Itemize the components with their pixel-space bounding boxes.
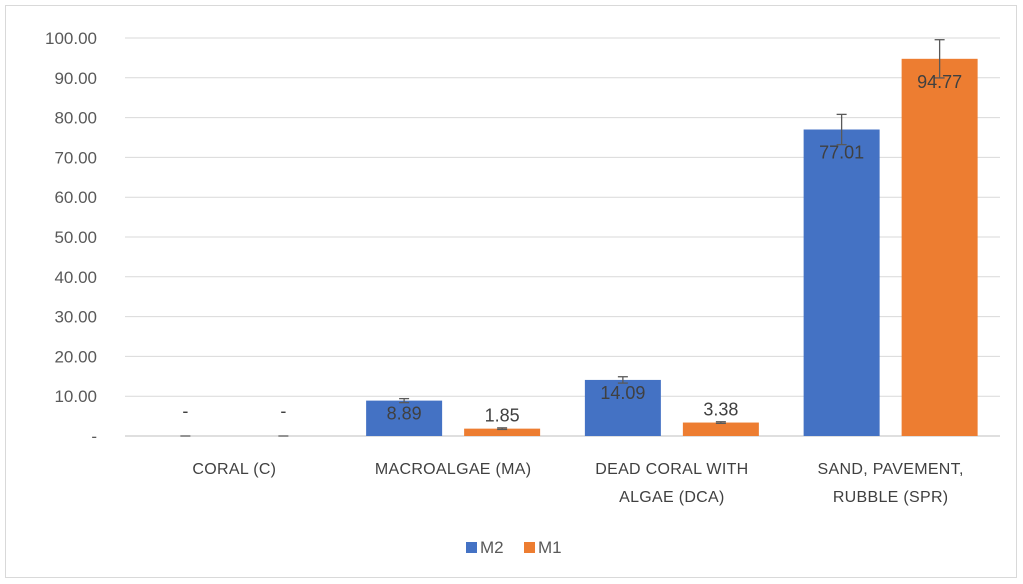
y-tick-label: - <box>91 427 97 446</box>
x-category-label: CORAL (C) <box>192 461 276 478</box>
x-category-label: SAND, PAVEMENT, <box>818 461 964 478</box>
y-tick-label: 90.00 <box>54 69 97 88</box>
data-label-m1-1: 1.85 <box>485 406 520 426</box>
bars <box>366 58 978 437</box>
legend: M2 M1 <box>466 538 562 557</box>
error-bars <box>180 39 945 437</box>
y-tick-label: 30.00 <box>54 308 97 327</box>
data-label-m1-3: 94.77 <box>917 72 962 92</box>
data-labels: - - 8.89 1.85 14.09 3.38 77.01 94.77 <box>182 72 962 426</box>
legend-swatch-m2 <box>466 542 477 553</box>
y-tick-label: 70.00 <box>54 148 97 167</box>
bar-m1-2 <box>682 422 759 436</box>
bar-m1-1 <box>464 428 541 436</box>
data-label-m1-2: 3.38 <box>703 400 738 420</box>
y-axis: - 10.00 20.00 30.00 40.00 50.00 60.00 70.00 80.0… <box>45 29 97 446</box>
legend-label-m2: M2 <box>480 538 504 557</box>
y-tick-label: 60.00 <box>54 188 97 207</box>
x-category-label: MACROALGAE (MA) <box>375 461 532 478</box>
y-tick-label: 10.00 <box>54 387 97 406</box>
data-label-m1-0: - <box>280 401 286 421</box>
y-tick-label: 20.00 <box>54 347 97 366</box>
data-label-m2-3: 77.01 <box>819 143 864 163</box>
y-tick-label: 50.00 <box>54 228 97 247</box>
bar-m2-3 <box>803 129 880 437</box>
data-label-m2-1: 8.89 <box>387 404 422 424</box>
bar-m2-2 <box>584 379 661 436</box>
legend-label-m1: M1 <box>538 538 562 557</box>
data-label-m2-2: 14.09 <box>600 383 645 403</box>
y-tick-label: 80.00 <box>54 109 97 128</box>
x-category-label: ALGAE (DCA) <box>619 489 725 506</box>
bar-m1-3 <box>901 58 978 436</box>
bar-m2-1 <box>366 400 443 436</box>
data-label-m2-0: - <box>182 401 188 421</box>
x-category-label: DEAD CORAL WITH <box>595 461 748 478</box>
x-axis: CORAL (C) MACROALGAE (MA) DEAD CORAL WITH A… <box>192 461 963 506</box>
y-tick-label: 40.00 <box>54 268 97 287</box>
legend-swatch-m1 <box>524 542 535 553</box>
x-category-label: RUBBLE (SPR) <box>833 489 949 506</box>
y-tick-label: 100.00 <box>45 29 97 48</box>
